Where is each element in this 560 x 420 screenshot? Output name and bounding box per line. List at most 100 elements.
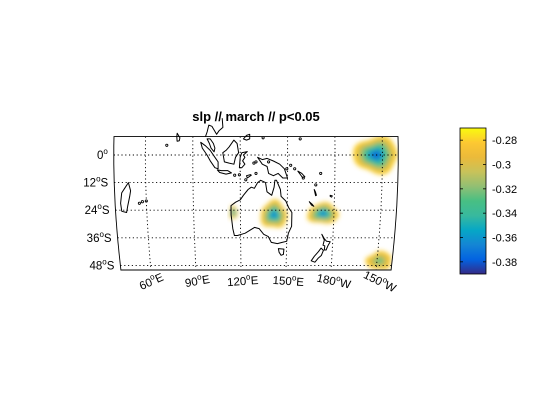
colorbar-tick-label: -0.32 [492, 184, 517, 196]
coastline-timor [246, 174, 252, 179]
tick-direction: W [339, 278, 352, 292]
tick-direction: S [107, 260, 115, 272]
coastline-tasmania [277, 248, 285, 256]
tick-number: 12 [83, 178, 96, 190]
longitude-labels: 60oE 90oE 120oE 150oE 180oW 150oW [137, 267, 399, 296]
coastline-nz-north [321, 233, 331, 251]
tick-number: 48 [89, 260, 102, 272]
lat-tick-label: 0o [97, 147, 108, 162]
island-dot [237, 173, 241, 177]
colorbar: -0.28 -0.3 -0.32 -0.34 -0.36 -0.38 [459, 127, 517, 275]
meridian-line [144, 136, 152, 271]
lat-tick-label: 36oS [87, 230, 112, 245]
colorbar-gradient [459, 127, 487, 275]
tick-number: 180 [316, 273, 337, 289]
colorbar-tick-label: -0.38 [492, 257, 517, 269]
meridian-line [285, 136, 289, 271]
coastline-nz-south [310, 247, 324, 263]
lon-tick-label: 150oE [272, 272, 305, 289]
colorbar-tick-label: -0.34 [492, 208, 517, 220]
coastline-indochina [205, 118, 224, 137]
island-dot [301, 176, 305, 180]
degree-sign: o [336, 274, 343, 284]
coastline-solomons [297, 170, 306, 178]
tick-direction: W [383, 280, 398, 296]
coastline-sulawesi [238, 151, 248, 169]
lat-tick-label: 12oS [83, 175, 108, 190]
island-dot [254, 160, 258, 164]
island-dot [267, 160, 271, 164]
tick-number: 24 [85, 205, 98, 217]
coastline-sumatra [200, 141, 219, 170]
island-dot [233, 173, 237, 177]
map-frame [113, 136, 399, 271]
contour-band [372, 152, 380, 158]
tick-number: 90 [184, 276, 199, 290]
map-title: slp // march // p<0.05 [192, 109, 320, 124]
region-western-australia [229, 205, 238, 219]
lon-tick-label: 90oE [184, 271, 211, 290]
island-dot [140, 200, 144, 204]
tick-number: 60 [138, 277, 155, 293]
tick-number: 36 [87, 233, 100, 245]
region-tasman-sea [307, 202, 339, 224]
coastline-madagascar-hint [120, 182, 132, 213]
region-central-pacific [353, 136, 398, 175]
coastline-newguinea [257, 156, 288, 179]
tick-direction: S [102, 205, 110, 217]
coastline-new-caledonia [308, 201, 315, 207]
degree-sign: o [103, 147, 108, 156]
island-dot [314, 183, 318, 187]
degree-sign: o [292, 273, 298, 282]
meridian-line [330, 136, 336, 271]
significance-field-layer [229, 136, 398, 270]
coastline-sri-lanka [176, 132, 181, 142]
contour-band [377, 259, 381, 263]
tick-direction: E [250, 275, 259, 288]
contour-band [320, 212, 326, 216]
tick-direction: E [296, 277, 305, 290]
degree-sign: o [246, 272, 252, 281]
tick-direction: E [154, 272, 166, 286]
degree-sign: o [102, 257, 107, 266]
lon-tick-label: 120oE [227, 272, 260, 289]
island-dot [244, 178, 248, 182]
island-dot [252, 161, 256, 165]
lat-tick-label: 48oS [89, 257, 114, 272]
lon-tick-label: 180oW [316, 270, 353, 292]
island-dot [319, 171, 323, 175]
region-south-east-australia [260, 199, 288, 228]
coastline-borneo [222, 139, 240, 165]
tick-number: 150 [361, 269, 384, 288]
degree-sign: o [99, 230, 104, 239]
island-dot [165, 143, 169, 147]
meridian-line [239, 136, 242, 271]
colorbar-tick-label: -0.28 [492, 135, 517, 147]
contour-band [232, 211, 234, 214]
island-dot [137, 201, 141, 205]
region-south-pacific [365, 250, 392, 270]
lon-tick-label: 60oE [137, 269, 166, 293]
coastline-malaya [206, 138, 216, 153]
degree-sign: o [196, 272, 202, 282]
coastline-fiji [329, 194, 333, 198]
tick-direction: S [101, 178, 109, 190]
coastline-java [216, 169, 232, 175]
graticule [113, 136, 399, 271]
degree-sign: o [96, 175, 101, 184]
lon-tick-label: 150oW [361, 267, 399, 296]
tick-number: 0 [97, 150, 103, 162]
tick-number: 120 [227, 276, 247, 289]
contour-band [272, 212, 276, 217]
island-dot [254, 171, 258, 175]
degree-sign: o [97, 202, 102, 211]
colorbar-tick-label: -0.3 [492, 160, 511, 172]
coastline-luzon-mindanao [242, 133, 251, 141]
meridian-line [192, 136, 197, 271]
island-dot [285, 167, 289, 171]
colorbar-ticks: -0.28 -0.3 -0.32 -0.34 -0.36 -0.38 [460, 135, 517, 269]
tick-number: 150 [272, 275, 292, 288]
coastlines [120, 118, 333, 263]
